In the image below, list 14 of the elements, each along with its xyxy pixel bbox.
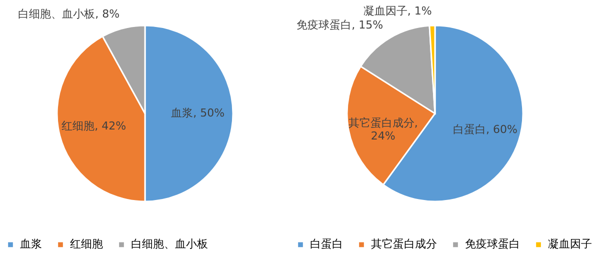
data-label: 凝血因子, 1% <box>363 4 432 18</box>
legend-label: 凝血因子 <box>548 238 592 251</box>
data-label: 免疫球蛋白, 15% <box>296 18 384 32</box>
legend-label: 白细胞、血小板 <box>131 238 208 251</box>
legend-label: 免疫球蛋白 <box>465 238 520 251</box>
data-label: 白蛋白, 60% <box>452 122 518 136</box>
data-label: 白细胞、血小板, 8% <box>18 8 120 21</box>
data-label: 血浆, 50% <box>171 106 225 120</box>
data-label: 红细胞, 42% <box>62 120 126 133</box>
legend-label: 血浆 <box>20 238 42 251</box>
legend-label: 红细胞 <box>70 238 103 251</box>
legend-label: 其它蛋白成分 <box>371 238 437 251</box>
data-label: 其它蛋白成分, 24% <box>348 116 418 142</box>
legend-label: 白蛋白 <box>310 238 343 251</box>
